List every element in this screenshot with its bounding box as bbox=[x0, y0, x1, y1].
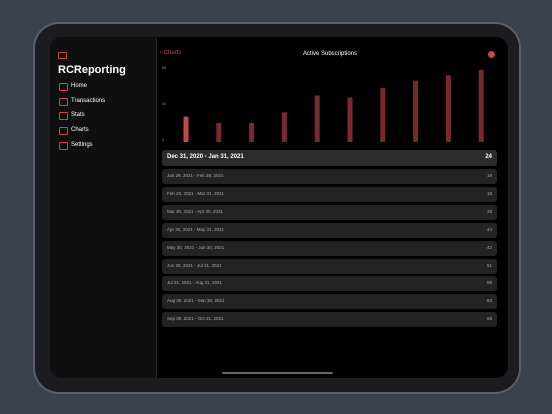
row-count: 24 bbox=[485, 154, 492, 160]
row-period: Apr 30, 2021 - May 31, 2021 bbox=[167, 226, 225, 232]
row-period: Jun 30, 2021 - Jul 31, 2021 bbox=[167, 262, 222, 268]
row-period: Mar 30, 2021 - Apr 30, 2021 bbox=[167, 208, 224, 214]
row-period: Feb 28, 2021 - Mar 31, 2021 bbox=[167, 190, 225, 196]
sidebar-icon bbox=[59, 97, 68, 106]
sidebar-icon bbox=[59, 141, 68, 150]
row-period: Jan 28, 2021 - Feb 28, 2021 bbox=[167, 173, 224, 178]
sidebar-icon bbox=[59, 112, 68, 121]
row-count: 68 bbox=[486, 316, 492, 322]
list-row[interactable]: Jan 28, 2021 - Feb 28, 2021 18 bbox=[162, 169, 497, 184]
sidebar-item[interactable]: Charts bbox=[71, 127, 89, 134]
bar[interactable] bbox=[445, 75, 451, 142]
list-row[interactable]: Jun 30, 2021 - Jul 31, 2021 51 bbox=[162, 258, 497, 274]
bar[interactable] bbox=[281, 112, 287, 142]
screen: 9:41 Sat Oct 23 RCReporting HomeTransact… bbox=[50, 37, 508, 378]
sidebar-title: RCReporting bbox=[58, 64, 126, 76]
row-period: May 30, 2021 - Jun 30, 2021 bbox=[167, 244, 225, 250]
bar[interactable] bbox=[380, 88, 386, 142]
sidebar-item[interactable]: Settings bbox=[71, 141, 93, 148]
bar[interactable] bbox=[347, 97, 353, 142]
row-period: Jul 31, 2021 - Aug 31, 2021 bbox=[167, 280, 223, 286]
row-period: Dec 31, 2020 - Jan 31, 2021 bbox=[167, 154, 244, 160]
list-row[interactable]: May 30, 2021 - Jun 30, 2021 42 bbox=[162, 240, 497, 256]
y-tick-label: 0 bbox=[162, 137, 165, 142]
sidebar-icon bbox=[59, 83, 68, 91]
row-count: 58 bbox=[486, 280, 492, 286]
bar[interactable] bbox=[314, 95, 320, 142]
row-period: Aug 30, 2021 - Sep 30, 2021 bbox=[167, 298, 225, 304]
back-label[interactable]: Charts bbox=[163, 50, 182, 56]
y-tick-label: 34 bbox=[162, 101, 167, 106]
back-button[interactable]: ‹ Charts bbox=[160, 50, 182, 56]
list-row[interactable]: Sep 30, 2021 - Oct 31, 2021 68 bbox=[162, 312, 497, 328]
list-row[interactable]: Dec 31, 2020 - Jan 31, 2021 24 bbox=[162, 150, 497, 166]
row-count: 63 bbox=[486, 298, 492, 304]
sidebar-icon bbox=[59, 127, 68, 136]
row-count: 18 bbox=[486, 190, 492, 196]
list-row[interactable]: Apr 30, 2021 - May 31, 2021 44 bbox=[162, 222, 497, 238]
sidebar-toggle[interactable] bbox=[58, 52, 67, 59]
bar[interactable] bbox=[413, 80, 419, 142]
bar[interactable] bbox=[216, 122, 222, 142]
nav-title: Active Subscriptions bbox=[303, 51, 358, 57]
row-count: 44 bbox=[486, 226, 492, 232]
sidebar: RCReporting Home Transactions Stats Charts S… bbox=[50, 37, 157, 378]
list-row[interactable]: Mar 30, 2021 - Apr 30, 2021 28 bbox=[162, 204, 497, 220]
home-indicator bbox=[222, 372, 333, 374]
settings-button[interactable] bbox=[488, 51, 495, 58]
row-count: 28 bbox=[486, 208, 492, 214]
y-tick-label: 68 bbox=[162, 65, 167, 70]
row-count: 42 bbox=[486, 244, 492, 250]
sidebar-item[interactable]: Home bbox=[71, 83, 88, 89]
row-count: 51 bbox=[486, 262, 492, 268]
list-row[interactable]: Jul 31, 2021 - Aug 31, 2021 58 bbox=[162, 276, 497, 292]
chart: 0 34 68 bbox=[162, 65, 484, 143]
list-row[interactable]: Aug 30, 2021 - Sep 30, 2021 63 bbox=[162, 294, 497, 310]
list-row[interactable]: Feb 28, 2021 - Mar 31, 2021 18 bbox=[162, 186, 497, 202]
sidebar-item[interactable]: Stats bbox=[71, 112, 85, 119]
bar[interactable] bbox=[249, 122, 255, 142]
row-period: Sep 30, 2021 - Oct 31, 2021 bbox=[167, 316, 224, 322]
bar[interactable] bbox=[183, 116, 189, 142]
sidebar-item[interactable]: Transactions bbox=[71, 97, 106, 104]
row-count: 18 bbox=[486, 173, 492, 178]
bar[interactable] bbox=[478, 70, 484, 142]
